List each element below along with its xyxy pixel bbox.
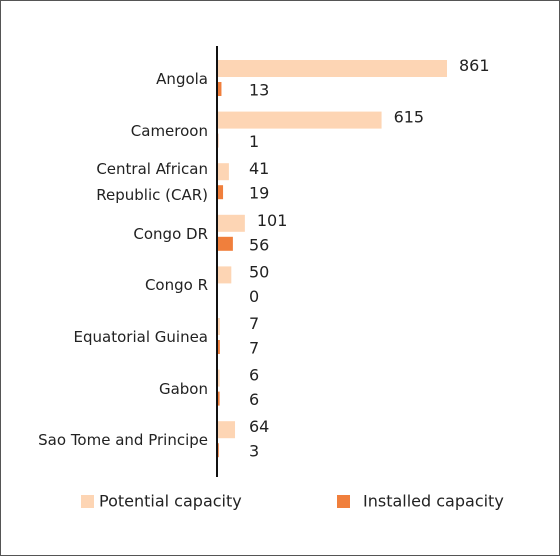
value-label: 50	[249, 262, 269, 281]
y-tick-label: Cameroon	[130, 121, 208, 140]
value-label: 56	[249, 235, 269, 254]
value-label: 615	[394, 108, 425, 127]
bar	[218, 82, 222, 96]
value-label: 1	[249, 132, 259, 151]
legend-label: Installed capacity	[363, 492, 504, 511]
legend-swatch	[81, 495, 94, 508]
y-tick-label: Congo DR	[133, 224, 208, 243]
legend-swatch	[337, 495, 350, 508]
value-label: 861	[459, 56, 490, 75]
y-tick-label: Congo R	[144, 276, 208, 295]
value-label: 41	[249, 159, 269, 178]
bar	[218, 266, 232, 284]
legend-label: Potential capacity	[99, 492, 242, 511]
value-label: 7	[249, 314, 259, 333]
value-label: 101	[257, 211, 288, 230]
value-label: 0	[249, 287, 259, 306]
bar	[218, 340, 220, 354]
bar	[218, 369, 220, 387]
y-tick-label: Equatorial Guinea	[73, 328, 208, 346]
value-label: 6	[249, 390, 259, 409]
bar	[218, 236, 233, 251]
value-label: 7	[249, 339, 259, 358]
y-tick-label: Angola	[156, 70, 208, 88]
bar	[218, 443, 219, 458]
bar	[218, 60, 447, 77]
bar	[218, 214, 245, 232]
value-label: 3	[249, 442, 259, 461]
y-tick-label: Sao Tome and Principe	[38, 431, 208, 450]
bar	[218, 111, 382, 129]
bar	[218, 185, 224, 200]
y-tick-label: Gabon	[158, 379, 208, 398]
bar	[218, 163, 229, 181]
value-label: 19	[249, 184, 269, 203]
value-label: 6	[249, 366, 259, 385]
value-label: 64	[249, 417, 269, 436]
y-tick-label: Central African Republic (CAR)	[96, 160, 208, 205]
bar	[218, 421, 236, 439]
bar	[218, 391, 220, 406]
value-label: 13	[249, 81, 269, 100]
bar	[218, 318, 220, 335]
